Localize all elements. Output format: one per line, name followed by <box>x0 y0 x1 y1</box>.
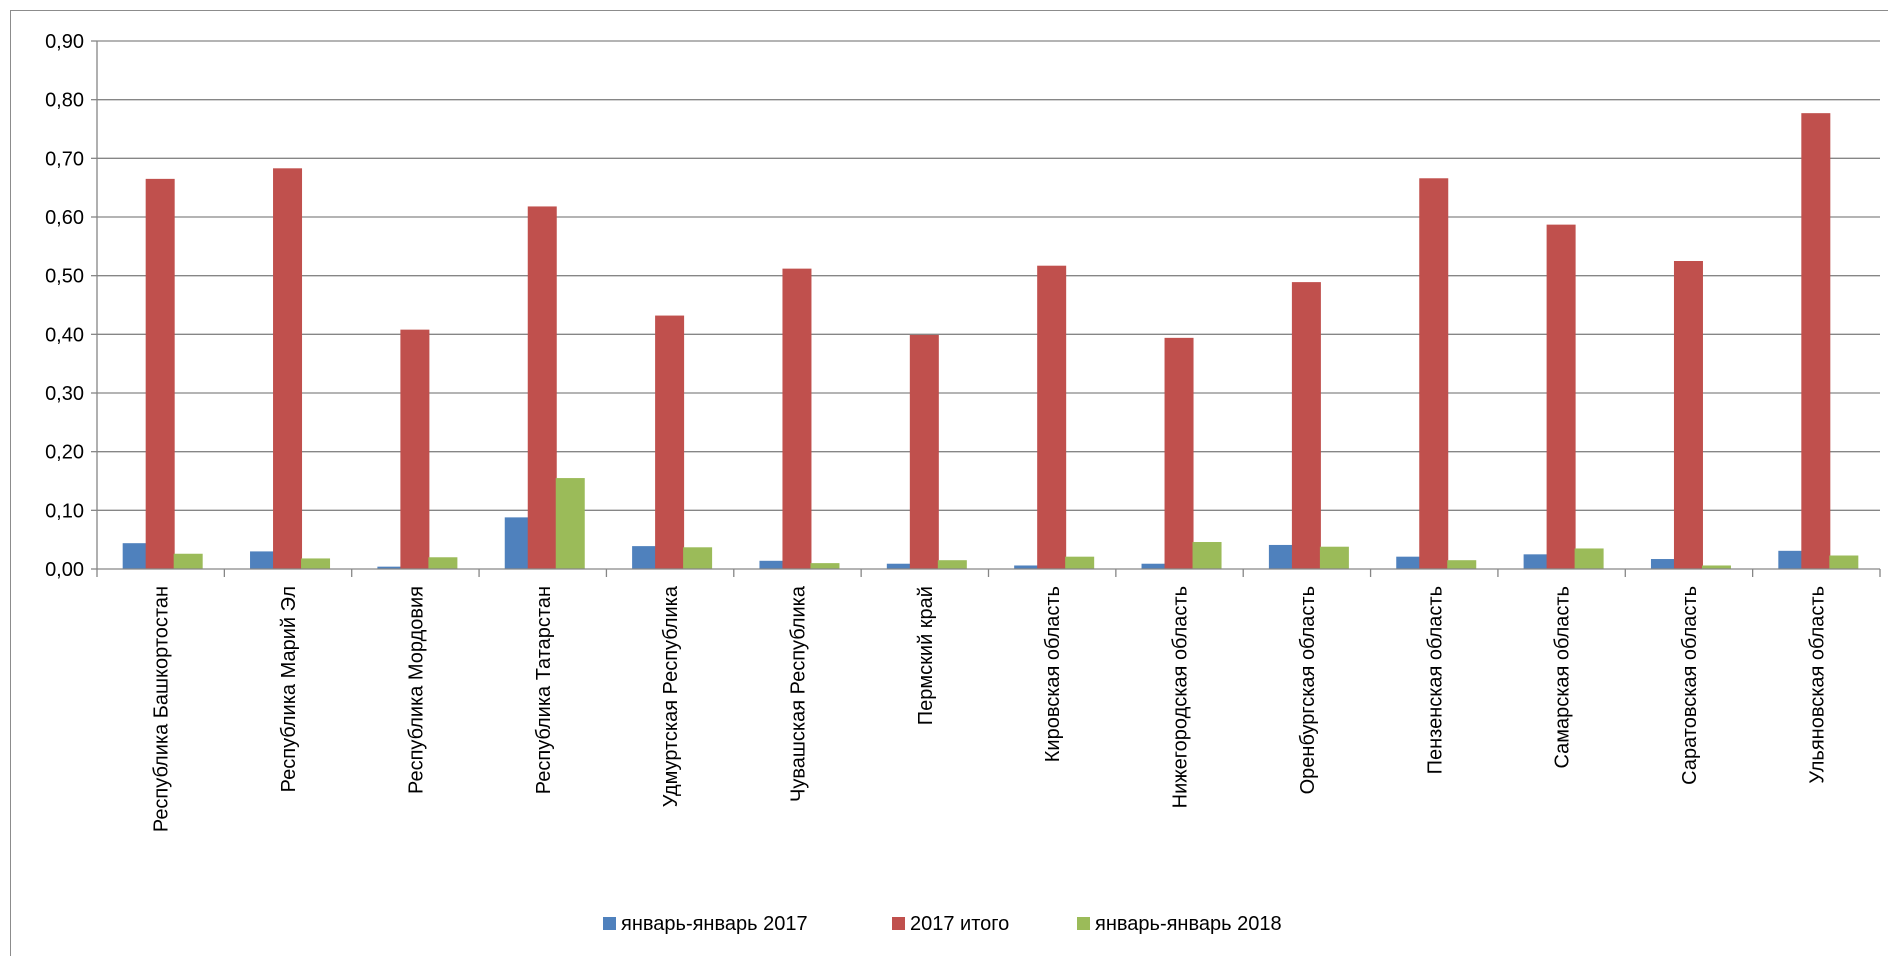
bar <box>1014 565 1044 569</box>
bar <box>1396 556 1426 569</box>
legend: январь-январь 2017 2017 итого январь-январ… <box>603 913 1282 935</box>
bar <box>886 563 916 569</box>
x-tick-label: Самарская область <box>1552 586 1574 769</box>
y-tick-label: 0,40 <box>45 324 84 346</box>
bar <box>301 558 331 569</box>
bar <box>1192 542 1222 569</box>
bar <box>1164 337 1194 569</box>
bars <box>122 113 1859 570</box>
bar <box>273 168 303 569</box>
bar <box>1650 559 1680 569</box>
bar <box>1574 548 1604 569</box>
bar <box>173 553 203 569</box>
x-tick-label: Пензенская область <box>1424 586 1446 774</box>
x-tick-label: Удмуртская Республика <box>660 585 682 807</box>
y-tick-label: 0,60 <box>45 207 84 229</box>
legend-label: январь-январь 2018 <box>1095 913 1282 935</box>
chart-frame <box>10 10 1888 956</box>
bar <box>428 557 458 569</box>
bar <box>1701 565 1731 569</box>
y-tick-label: 0,90 <box>45 31 84 53</box>
y-tick-label: 0,10 <box>45 500 84 522</box>
bar <box>782 268 812 569</box>
x-tick-label: Чувашская Республика <box>787 585 809 802</box>
bar <box>1419 178 1449 569</box>
y-tick-label: 0,80 <box>45 90 84 112</box>
legend-swatch <box>1077 917 1090 930</box>
x-tick-labels: Республика Башкортостан Республика Марий … <box>151 585 1829 832</box>
y-tick-label: 0,20 <box>45 442 84 464</box>
x-tick-label: Ульяновская область <box>1806 586 1828 784</box>
bar <box>1319 546 1349 569</box>
legend-swatch <box>603 917 616 930</box>
bar <box>527 206 557 569</box>
bar <box>1447 560 1477 569</box>
grid-lines <box>97 40 1880 511</box>
bar <box>250 551 280 569</box>
x-tick-label: Республика Мордовия <box>405 586 427 794</box>
legend-label: 2017 итого <box>910 913 1009 935</box>
bar <box>810 563 840 569</box>
axes <box>91 40 1881 577</box>
bar <box>145 178 175 569</box>
bar <box>1829 555 1859 569</box>
bar <box>1523 554 1553 569</box>
bar <box>1065 556 1095 569</box>
x-tick-label: Саратовская область <box>1679 586 1701 785</box>
x-tick-label: Республика Башкортостан <box>151 586 173 832</box>
bar <box>1037 265 1067 569</box>
x-tick-label: Кировская область <box>1042 586 1064 762</box>
bar <box>400 329 430 569</box>
bar <box>937 560 967 569</box>
y-tick-label: 0,70 <box>45 148 84 170</box>
x-tick-label: Оренбургская область <box>1297 586 1319 794</box>
y-tick-labels: 0,00 0,10 0,20 0,30 0,40 0,50 0,60 0,70 0,80 0,90 <box>45 31 84 581</box>
bar <box>683 547 713 569</box>
bar <box>655 315 685 569</box>
bar <box>909 334 939 569</box>
x-tick-label: Пермский край <box>915 586 937 725</box>
bar <box>1778 550 1808 569</box>
y-tick-label: 0,00 <box>45 559 84 581</box>
y-tick-label: 0,50 <box>45 266 84 288</box>
bar <box>1291 282 1321 569</box>
x-tick-label: Республика Марий Эл <box>278 586 300 792</box>
bar <box>555 478 585 569</box>
legend-swatch <box>892 917 905 930</box>
bar <box>1141 563 1171 569</box>
x-tick-label: Нижегородская область <box>1170 586 1192 808</box>
x-tick-label: Республика Татарстан <box>533 586 555 794</box>
bar <box>1546 224 1576 570</box>
legend-label: январь-январь 2017 <box>621 913 808 935</box>
bar <box>1673 261 1703 569</box>
bar <box>632 546 662 569</box>
bar <box>377 566 407 569</box>
y-tick-label: 0,30 <box>45 383 84 405</box>
bar <box>759 560 789 569</box>
bar <box>1801 113 1831 569</box>
